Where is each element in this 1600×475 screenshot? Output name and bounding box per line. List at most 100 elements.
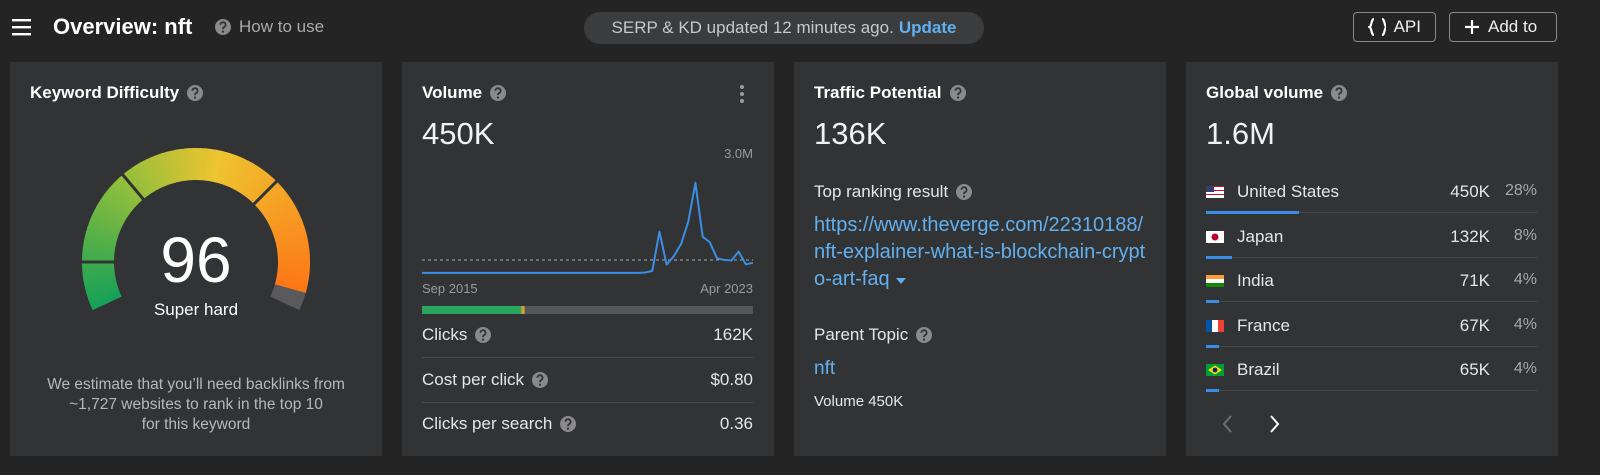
help-mark [191, 87, 199, 96]
gauge-segment [138, 161, 158, 192]
help-icon-glyph [532, 371, 549, 388]
top-result-label: Top ranking result [814, 182, 973, 202]
gauge-segment [82, 253, 115, 260]
gauge-segment [273, 225, 306, 239]
gauge-segment [104, 190, 133, 214]
help-icon[interactable] [490, 85, 507, 101]
country-name: France [1237, 315, 1290, 335]
next-page[interactable] [1268, 414, 1280, 434]
dropdown-caret[interactable] [895, 277, 907, 285]
gauge-segment [86, 285, 119, 300]
gauge-segment [212, 150, 224, 183]
gauge-segment [88, 288, 120, 304]
gauge-segment [188, 148, 195, 181]
gauge-segment [204, 148, 213, 181]
country-share: 4% [1513, 315, 1537, 333]
gauge-segment [233, 160, 252, 191]
top-result-url[interactable]: https://www.theverge.com/22310188/nft-ex… [814, 214, 1146, 290]
gauge-segment [199, 148, 205, 181]
gauge-segment [201, 148, 209, 181]
menu-button[interactable] [12, 18, 32, 36]
country-name: United States [1237, 182, 1340, 201]
gauge-segment [220, 153, 235, 185]
help-icon[interactable] [532, 371, 549, 388]
gauge-segment [276, 276, 309, 287]
flag-part [1206, 187, 1224, 188]
more-menu[interactable] [738, 84, 746, 104]
help-icon[interactable] [949, 85, 966, 101]
add-button[interactable]: Add to [1449, 12, 1557, 42]
gauge-divider [251, 178, 280, 207]
gauge-segment [84, 280, 117, 293]
gauge-segment [265, 201, 295, 222]
help-icon-glyph [187, 85, 204, 101]
share-bar [1206, 300, 1220, 303]
gauge-segment [260, 191, 289, 215]
help-icon-glyph [490, 85, 507, 101]
gauge-segment [228, 157, 246, 189]
gauge-segment [122, 171, 146, 200]
gauge-segment [225, 155, 242, 187]
api-button[interactable]: API [1353, 12, 1436, 42]
help-link-text[interactable]: How to use [239, 17, 325, 36]
help-link[interactable]: How to use [215, 17, 324, 37]
flag-part [1206, 193, 1224, 194]
gauge-segment [109, 184, 136, 209]
help-icon[interactable] [916, 327, 933, 343]
metric-value: $0.80 [710, 369, 753, 389]
card-title-text: Traffic Potential [814, 83, 942, 102]
gauge-segment [148, 156, 165, 188]
gauge-segment [131, 165, 153, 195]
gauge-segment [275, 236, 309, 247]
help-icon[interactable] [956, 184, 973, 200]
gauge-segment [244, 170, 268, 199]
card-title-text: Global volume [1206, 83, 1324, 102]
add-label[interactable]: Add to [1488, 17, 1538, 36]
flag-part [1206, 196, 1224, 197]
gauge-segment [277, 259, 310, 264]
prev-page[interactable] [1222, 414, 1234, 434]
metric-label-text: Cost per click [422, 369, 525, 389]
help-mark [494, 87, 502, 96]
parent-topic-link[interactable]: nft [814, 358, 836, 379]
gauge-segment [166, 150, 178, 183]
gauge-segment [207, 149, 217, 182]
gauge-segment [269, 211, 301, 229]
kd-note-line: for this keyword [141, 416, 251, 433]
kd-rating: Super hard [153, 300, 239, 319]
update-link[interactable]: Update [898, 18, 957, 37]
gauge-divider [120, 172, 146, 202]
flag-part [1206, 192, 1224, 193]
api-label[interactable]: API [1393, 17, 1421, 36]
flag-part [1212, 367, 1218, 373]
kd-card: Keyword Difficulty 96 Super hard We esti… [10, 62, 382, 456]
help-icon[interactable] [475, 327, 492, 343]
gauge-segment [277, 247, 310, 255]
flag-part [1206, 188, 1224, 189]
help-icon[interactable] [187, 85, 204, 101]
gauge-segment [274, 281, 307, 294]
help-dot [923, 338, 926, 341]
gauge-segment [88, 220, 120, 236]
gauge-segment [111, 182, 138, 207]
help-dot [497, 96, 500, 99]
gauge-segment [276, 273, 309, 283]
gauge-segment [277, 255, 310, 261]
country-name: Brazil [1237, 360, 1280, 379]
gauge-remainder [270, 284, 306, 311]
help-icon[interactable] [560, 416, 577, 432]
gauge-segment [169, 150, 181, 183]
clicks-bar-segment [521, 306, 525, 314]
traffic-card: Traffic Potential 136K Top ranking resul… [794, 62, 1166, 456]
parent-topic-volume: Volume 450K [814, 393, 904, 410]
gauge-segment [247, 172, 271, 201]
label-text: Top ranking result [814, 182, 949, 201]
country-volume: 65K [1459, 360, 1490, 379]
traffic-value: 136K [814, 116, 887, 151]
help-icon[interactable] [215, 19, 231, 35]
help-icon[interactable] [1331, 85, 1348, 101]
gauge-segment [89, 216, 121, 233]
row-separator [422, 357, 753, 358]
country-row: Japan 132K 8% [1186, 227, 1558, 247]
gauge-segment [82, 249, 115, 257]
